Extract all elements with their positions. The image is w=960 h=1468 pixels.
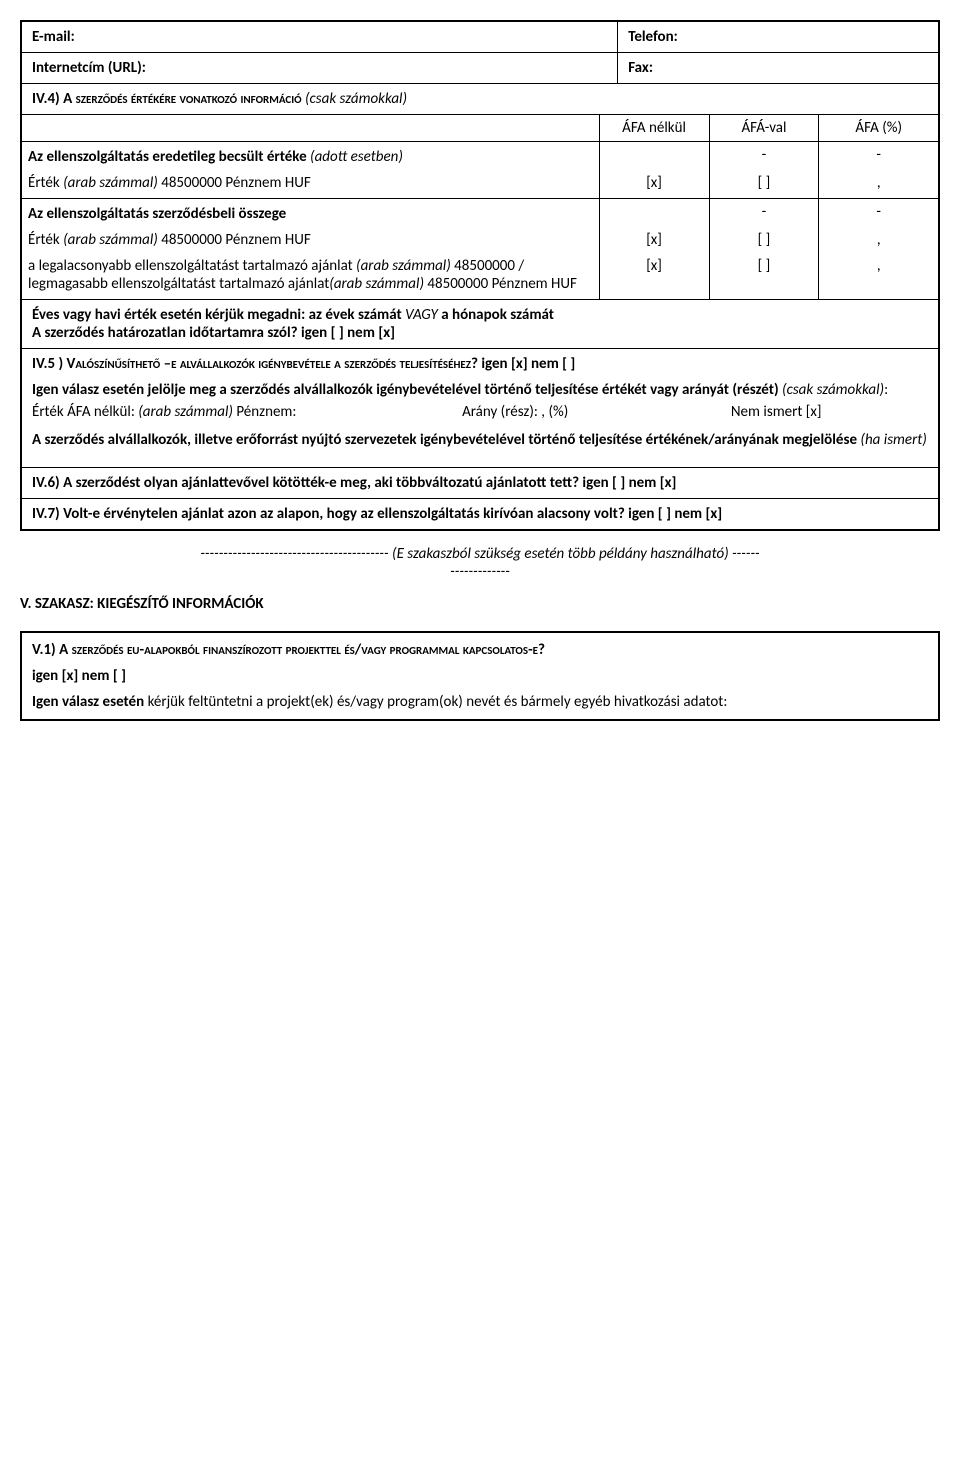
form-table: E-mail: Telefon: Internetcím (URL): Fax:… (20, 20, 940, 531)
iv4-r5-c: 48500000 Pénznem HUF (424, 275, 577, 293)
iv4-r5-c2: [ ] (709, 253, 819, 300)
iv4-r3-c3: - (819, 199, 938, 228)
iv4-r2-pre: Érték (28, 174, 63, 192)
iv4-inner: IV.4) A szerződés értékére vonatkozó inf… (22, 84, 938, 348)
iv5-line2b: Arány (rész): , (%) (462, 403, 731, 421)
iv4-r2-c3: , (819, 170, 938, 199)
iv5-line3a: A szerződés alvállalkozók, illetve erőfo… (32, 431, 860, 449)
v1-yesno: igen [x] nem [ ] (32, 667, 928, 685)
sep-line2: ------------- (450, 563, 510, 581)
iv4-r2-c2: [ ] (709, 170, 819, 199)
iv7-text: IV.7) Volt-e érvénytelen ajánlat azon az… (32, 505, 928, 523)
iv4-r4-c3: , (819, 227, 938, 253)
iv4-yearly-b: a hónapok számát (438, 306, 554, 324)
fax-label: Fax: (628, 59, 653, 77)
iv4-r5-i2: (arab számmal) (329, 275, 424, 293)
iv4-r1-label: Az ellenszolgáltatás eredetileg becsült … (28, 148, 310, 166)
iv4-r1-label-i: (adott esetben) (310, 148, 403, 166)
iv4-yearly-i: VAGY (405, 306, 438, 324)
iv4-r4-i: (arab számmal) (63, 231, 158, 249)
v1-b: ? (538, 641, 545, 659)
iv5-line2a-b: Pénznem: (233, 403, 296, 421)
iv4-r5-a: a legalacsonyabb ellenszolgáltatást tart… (28, 257, 356, 275)
iv4-r3-label: Az ellenszolgáltatás szerződésbeli össze… (28, 205, 286, 223)
iv4-r5-c1: [x] (599, 253, 709, 300)
email-label: E-mail: (32, 28, 75, 46)
iv4-r4-pre: Érték (28, 231, 63, 249)
iv5-line2c: Nem ismert [x] (731, 403, 928, 421)
iv4-r2-val: 48500000 Pénznem HUF (158, 174, 311, 192)
iv4-title-suffix: (csak számokkal) (302, 90, 407, 108)
iv4-r4-val: 48500000 Pénznem HUF (158, 231, 311, 249)
iv4-title-prefix: IV.4) A (32, 90, 76, 108)
iv5-title-b: ? igen [x] nem [ ] (471, 355, 575, 373)
iv4-r2-i: (arab számmal) (63, 174, 158, 192)
iv4-indef: A szerződés határozatlan időtartamra szó… (32, 324, 928, 342)
sep-line1: ----------------------------------------… (200, 545, 392, 563)
iv4-row: IV.4) A szerződés értékére vonatkozó inf… (21, 84, 939, 349)
iv5-title-sc: alószínűsíthető –e alvállalkozók igénybe… (75, 355, 471, 373)
v1-a: V.1) A (32, 641, 72, 659)
col-afa-val: ÁFÁ-val (709, 115, 819, 142)
sep-line1-i: (E szakaszból szükség esetén több példán… (392, 545, 729, 563)
iv5-line3a-i: (ha ismert) (860, 431, 926, 449)
iv4-r4-c2: [ ] (709, 227, 819, 253)
separator: ----------------------------------------… (20, 545, 940, 581)
iv5-line1-colon: : (884, 381, 888, 399)
col-afa-pct: ÁFA (%) (819, 115, 938, 142)
v1-sc: szerződés eu-alapokból finanszírozott pr… (72, 641, 538, 659)
v1-linepre: Igen válasz esetén (32, 693, 144, 711)
internet-label: Internetcím (URL): (32, 59, 146, 77)
iv6-text: IV.6) A szerződést olyan ajánlattevővel … (32, 474, 928, 492)
cell-fax: Fax: (618, 53, 939, 84)
iv4-r4-c1: [x] (599, 227, 709, 253)
iv4-r5-c3: , (819, 253, 938, 300)
telefon-label: Telefon: (628, 28, 678, 46)
v1-cell: V.1) A szerződés eu-alapokból finanszíro… (21, 632, 939, 720)
iv4-yearly-a: Éves vagy havi érték esetén kérjük megad… (32, 306, 405, 324)
v-table: V.1) A szerződés eu-alapokból finanszíro… (20, 631, 940, 721)
iv5-title-a: IV.5 ) V (32, 355, 75, 373)
iv4-r1-c3: - (819, 142, 938, 171)
cell-url: Internetcím (URL): (21, 53, 618, 84)
iv4-r5-i1: (arab számmal) (356, 257, 451, 275)
iv5-line1: Igen válasz esetén jelölje meg a szerződ… (32, 381, 782, 399)
iv4-r3-c2: - (709, 199, 819, 228)
sep-line1-b: ------ (729, 545, 760, 563)
iv4-r1-c2: - (709, 142, 819, 171)
iv7-cell: IV.7) Volt-e érvénytelen ajánlat azon az… (21, 499, 939, 531)
iv4-r2-c1: [x] (599, 170, 709, 199)
iv5-line2a-i: (arab számmal) (138, 403, 233, 421)
cell-telefon: Telefon: (618, 21, 939, 53)
iv5-line1-i: (csak számokkal) (782, 381, 884, 399)
iv4-title-sc: szerződés értékére vonatkozó információ (76, 90, 302, 108)
iv5-line2a: Érték ÁFA nélkül: (32, 403, 138, 421)
v1-line: kérjük feltüntetni a projekt(ek) és/vagy… (148, 693, 728, 711)
iv6-cell: IV.6) A szerződést olyan ajánlattevővel … (21, 468, 939, 499)
cell-email: E-mail: (21, 21, 618, 53)
col-afa-nelkul: ÁFA nélkül (599, 115, 709, 142)
v-title: V. SZAKASZ: KIEGÉSZÍTŐ INFORMÁCIÓK (20, 595, 940, 613)
iv5-cell: IV.5 ) Valószínűsíthető –e alvállalkozók… (21, 349, 939, 468)
